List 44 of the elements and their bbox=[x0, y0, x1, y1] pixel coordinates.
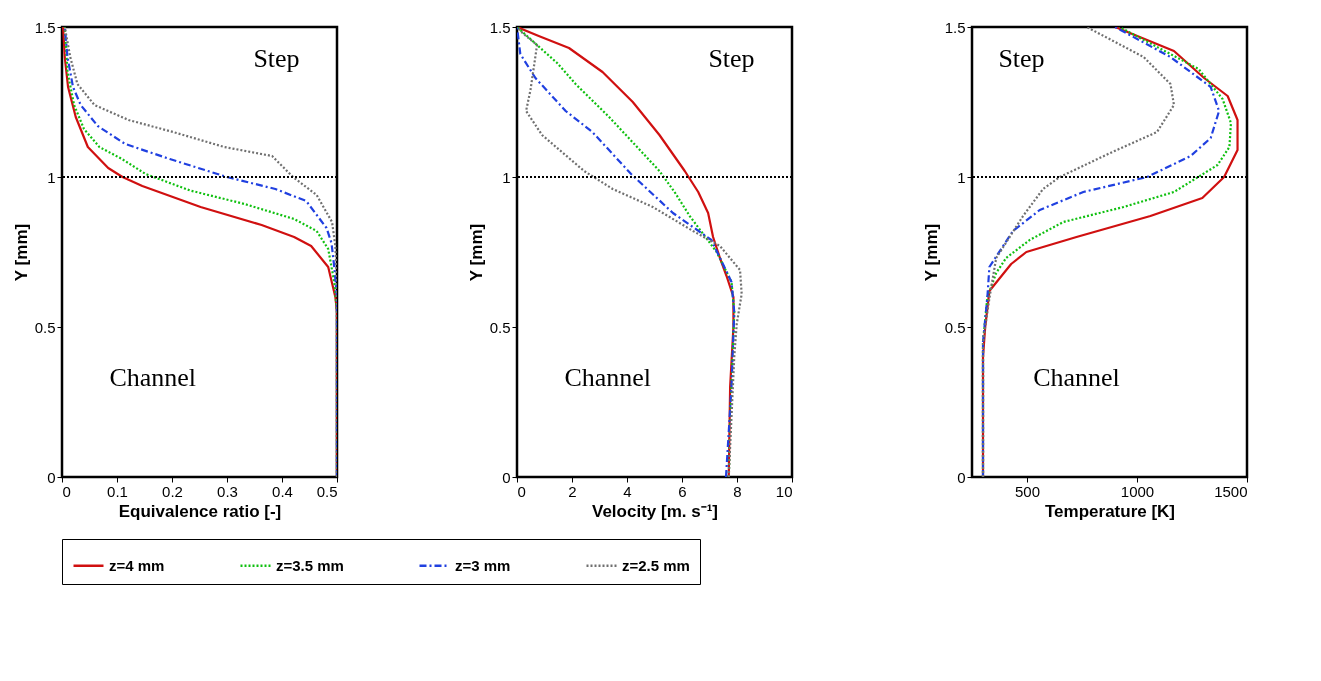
x-tick-label: 0 bbox=[62, 482, 71, 500]
y-axis-title: Y [mm] bbox=[466, 223, 486, 282]
y-tick-label: 1.5 bbox=[944, 18, 966, 36]
x-axis-title: Temperature [K] bbox=[1044, 501, 1176, 521]
y-tick-label: 1.5 bbox=[34, 18, 56, 36]
y-tick-label: 1 bbox=[47, 168, 56, 186]
x-tick-label: 2 bbox=[568, 482, 577, 500]
y-tick-label: 0.5 bbox=[34, 318, 56, 336]
y-axis-title: Y [mm] bbox=[921, 223, 941, 282]
legend-label: z=2.5 mm bbox=[622, 556, 690, 574]
x-axis-title: Velocity [m. s⁻¹] bbox=[592, 501, 718, 521]
x-tick-label: 0.3 bbox=[217, 482, 238, 500]
x-tick-label: 1000 bbox=[1120, 482, 1155, 500]
y-tick-label: 1.5 bbox=[489, 18, 511, 36]
y-tick-label: 0.5 bbox=[944, 318, 966, 336]
x-tick-label: 0.1 bbox=[107, 482, 128, 500]
y-tick-label: 0.5 bbox=[489, 318, 511, 336]
y-axis-title: Y [mm] bbox=[11, 223, 31, 282]
x-tick-label: 0 bbox=[517, 482, 526, 500]
annotation: Step bbox=[998, 43, 1045, 73]
x-tick-label: 10 bbox=[775, 482, 793, 500]
x-tick-label: 1500 bbox=[1214, 482, 1248, 500]
annotation: Step bbox=[253, 43, 300, 73]
legend-label: z=3.5 mm bbox=[276, 556, 344, 574]
line-series bbox=[981, 27, 1176, 477]
x-tick-label: 0.5 bbox=[316, 482, 338, 500]
annotation: Step bbox=[708, 43, 755, 73]
legend-label: z=4 mm bbox=[109, 556, 165, 574]
x-tick-label: 6 bbox=[678, 482, 687, 500]
x-tick-label: 500 bbox=[1014, 482, 1041, 500]
x-tick-label: 0.4 bbox=[272, 482, 293, 500]
x-tick-label: 8 bbox=[733, 482, 742, 500]
y-tick-label: 0 bbox=[47, 468, 56, 486]
annotation: Channel bbox=[564, 363, 652, 392]
legend-label: z=3 mm bbox=[455, 556, 511, 574]
x-tick-label: 0.2 bbox=[162, 482, 183, 500]
annotation: Channel bbox=[109, 363, 197, 392]
annotation: Channel bbox=[1033, 363, 1120, 392]
y-tick-label: 1 bbox=[502, 168, 511, 186]
y-tick-label: 0 bbox=[502, 468, 511, 486]
x-tick-label: 4 bbox=[623, 482, 632, 500]
x-axis-title: Equivalence ratio [-] bbox=[118, 501, 282, 521]
y-tick-label: 0 bbox=[957, 468, 966, 486]
y-tick-label: 1 bbox=[957, 168, 966, 186]
